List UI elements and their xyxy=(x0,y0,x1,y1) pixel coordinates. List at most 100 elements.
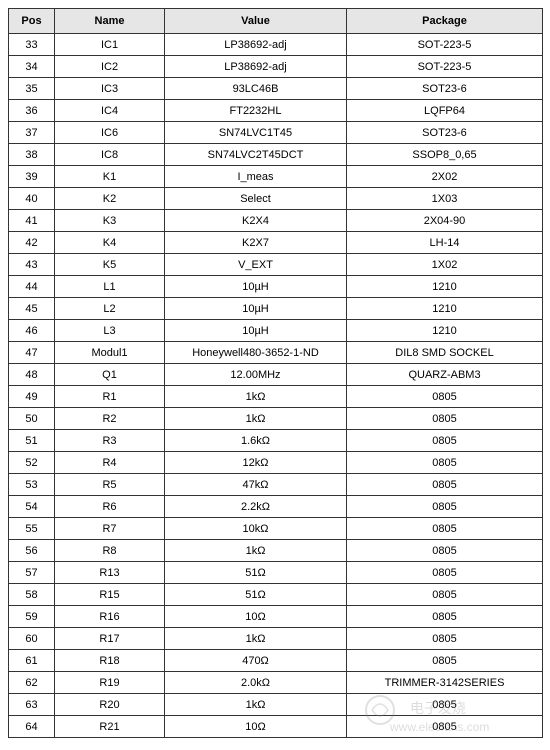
table-row: 42K4K2X7LH-14 xyxy=(9,232,543,254)
table-cell: K2X7 xyxy=(165,232,347,254)
table-cell: 46 xyxy=(9,320,55,342)
table-cell: 56 xyxy=(9,540,55,562)
table-cell: R18 xyxy=(55,650,165,672)
table-cell: R1 xyxy=(55,386,165,408)
table-cell: R13 xyxy=(55,562,165,584)
table-cell: 38 xyxy=(9,144,55,166)
table-cell: 44 xyxy=(9,276,55,298)
table-cell: FT2232HL xyxy=(165,100,347,122)
header-package: Package xyxy=(347,9,543,34)
table-cell: Q1 xyxy=(55,364,165,386)
table-cell: 51Ω xyxy=(165,584,347,606)
table-cell: IC3 xyxy=(55,78,165,100)
table-cell: 59 xyxy=(9,606,55,628)
table-row: 59R1610Ω0805 xyxy=(9,606,543,628)
table-cell: SN74LVC2T45DCT xyxy=(165,144,347,166)
table-cell: 470Ω xyxy=(165,650,347,672)
table-row: 56R81kΩ0805 xyxy=(9,540,543,562)
table-row: 53R547kΩ0805 xyxy=(9,474,543,496)
table-cell: 49 xyxy=(9,386,55,408)
table-row: 44L110µH1210 xyxy=(9,276,543,298)
table-cell: 1210 xyxy=(347,320,543,342)
table-cell: 10µH xyxy=(165,276,347,298)
table-row: 50R21kΩ0805 xyxy=(9,408,543,430)
table-cell: 0805 xyxy=(347,562,543,584)
table-cell: SOT-223-5 xyxy=(347,34,543,56)
table-cell: 58 xyxy=(9,584,55,606)
table-cell: SN74LVC1T45 xyxy=(165,122,347,144)
table-cell: R4 xyxy=(55,452,165,474)
table-cell: R17 xyxy=(55,628,165,650)
table-cell: K3 xyxy=(55,210,165,232)
header-pos: Pos xyxy=(9,9,55,34)
table-row: 55R710kΩ0805 xyxy=(9,518,543,540)
table-cell: QUARZ-ABM3 xyxy=(347,364,543,386)
table-cell: 60 xyxy=(9,628,55,650)
table-cell: 0805 xyxy=(347,430,543,452)
table-row: 38IC8SN74LVC2T45DCTSSOP8_0,65 xyxy=(9,144,543,166)
table-cell: SOT-223-5 xyxy=(347,56,543,78)
table-cell: LH-14 xyxy=(347,232,543,254)
header-name: Name xyxy=(55,9,165,34)
table-cell: 0805 xyxy=(347,474,543,496)
table-cell: 10µH xyxy=(165,320,347,342)
table-cell: 50 xyxy=(9,408,55,430)
table-cell: 0805 xyxy=(347,628,543,650)
table-cell: 55 xyxy=(9,518,55,540)
header-row: Pos Name Value Package xyxy=(9,9,543,34)
table-row: 33IC1LP38692-adjSOT-223-5 xyxy=(9,34,543,56)
table-row: 47Modul1Honeywell480-3652-1-NDDIL8 SMD S… xyxy=(9,342,543,364)
table-cell: 48 xyxy=(9,364,55,386)
table-row: 45L210µH1210 xyxy=(9,298,543,320)
table-cell: TRIMMER-3142SERIES xyxy=(347,672,543,694)
table-cell: 12.00MHz xyxy=(165,364,347,386)
table-cell: 10µH xyxy=(165,298,347,320)
table-cell: LP38692-adj xyxy=(165,34,347,56)
table-row: 46L310µH1210 xyxy=(9,320,543,342)
table-cell: 40 xyxy=(9,188,55,210)
table-cell: 52 xyxy=(9,452,55,474)
table-cell: R7 xyxy=(55,518,165,540)
table-cell: R6 xyxy=(55,496,165,518)
table-cell: 0805 xyxy=(347,540,543,562)
table-row: 48Q112.00MHzQUARZ-ABM3 xyxy=(9,364,543,386)
table-cell: 0805 xyxy=(347,408,543,430)
table-row: 61R18470Ω0805 xyxy=(9,650,543,672)
table-body: 33IC1LP38692-adjSOT-223-534IC2LP38692-ad… xyxy=(9,34,543,738)
table-cell: R3 xyxy=(55,430,165,452)
table-cell: 34 xyxy=(9,56,55,78)
table-cell: IC8 xyxy=(55,144,165,166)
table-cell: 0805 xyxy=(347,584,543,606)
table-cell: 12kΩ xyxy=(165,452,347,474)
table-cell: 36 xyxy=(9,100,55,122)
table-cell: 45 xyxy=(9,298,55,320)
table-row: 51R31.6kΩ0805 xyxy=(9,430,543,452)
table-cell: LP38692-adj xyxy=(165,56,347,78)
table-cell: IC1 xyxy=(55,34,165,56)
table-cell: Honeywell480-3652-1-ND xyxy=(165,342,347,364)
table-cell: Modul1 xyxy=(55,342,165,364)
table-cell: R16 xyxy=(55,606,165,628)
table-cell: L3 xyxy=(55,320,165,342)
table-cell: 0805 xyxy=(347,694,543,716)
table-cell: 2.0kΩ xyxy=(165,672,347,694)
table-cell: 1kΩ xyxy=(165,628,347,650)
table-cell: 62 xyxy=(9,672,55,694)
table-cell: 0805 xyxy=(347,518,543,540)
table-cell: 0805 xyxy=(347,386,543,408)
table-row: 36IC4FT2232HLLQFP64 xyxy=(9,100,543,122)
table-row: 34IC2LP38692-adjSOT-223-5 xyxy=(9,56,543,78)
table-cell: 0805 xyxy=(347,496,543,518)
table-row: 57R1351Ω0805 xyxy=(9,562,543,584)
table-cell: IC4 xyxy=(55,100,165,122)
table-row: 41K3K2X42X04-90 xyxy=(9,210,543,232)
table-row: 64R2110Ω0805 xyxy=(9,716,543,738)
table-cell: 64 xyxy=(9,716,55,738)
table-cell: SOT23-6 xyxy=(347,122,543,144)
table-cell: 39 xyxy=(9,166,55,188)
table-cell: R5 xyxy=(55,474,165,496)
table-cell: K4 xyxy=(55,232,165,254)
table-row: 54R62.2kΩ0805 xyxy=(9,496,543,518)
table-row: 39K1I_meas2X02 xyxy=(9,166,543,188)
table-row: 63R201kΩ0805 xyxy=(9,694,543,716)
